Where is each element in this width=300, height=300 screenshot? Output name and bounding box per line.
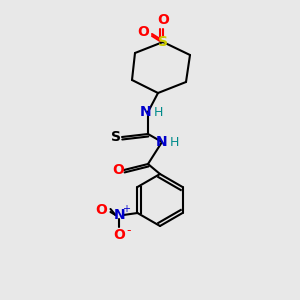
Text: -: - xyxy=(126,224,131,238)
Text: N: N xyxy=(140,105,152,119)
Text: N: N xyxy=(156,135,168,149)
Text: N: N xyxy=(114,208,125,222)
Text: +: + xyxy=(122,204,130,214)
Text: O: O xyxy=(112,163,124,177)
Text: O: O xyxy=(137,25,149,39)
Text: S: S xyxy=(158,35,168,49)
Text: S: S xyxy=(111,130,121,144)
Text: O: O xyxy=(157,13,169,27)
Text: O: O xyxy=(95,203,107,217)
Text: H: H xyxy=(153,106,163,119)
Text: H: H xyxy=(169,136,179,149)
Text: O: O xyxy=(113,228,125,242)
